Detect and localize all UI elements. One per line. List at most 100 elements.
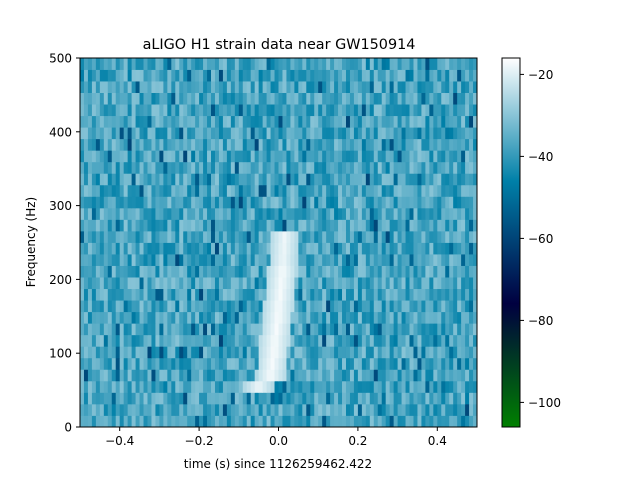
heatmap-cell: [302, 300, 307, 313]
heatmap-cell: [393, 392, 398, 405]
heatmap-cell: [326, 138, 331, 151]
heatmap-cell: [445, 415, 450, 428]
heatmap-cell: [242, 265, 248, 278]
heatmap-cell: [421, 357, 426, 370]
heatmap-cell: [302, 346, 307, 359]
heatmap-cell: [203, 161, 208, 174]
heatmap-cell: [294, 173, 299, 186]
heatmap-cell: [461, 415, 466, 428]
heatmap-cell: [369, 392, 375, 405]
heatmap-cell: [274, 173, 279, 186]
heatmap-cell: [322, 58, 327, 70]
heatmap-cell: [393, 277, 398, 290]
heatmap-cell: [334, 138, 339, 151]
heatmap-cell: [421, 403, 426, 416]
heatmap-cell: [377, 184, 383, 197]
heatmap-cell: [167, 380, 172, 393]
heatmap-cell: [353, 184, 359, 197]
heatmap-cell: [409, 173, 414, 186]
heatmap-cell: [425, 369, 430, 382]
heatmap-cell: [453, 207, 458, 220]
heatmap-cell: [258, 323, 264, 336]
heatmap-cell: [107, 104, 113, 117]
heatmap-cell: [381, 184, 387, 197]
heatmap-cell: [95, 138, 101, 151]
heatmap-cell: [226, 265, 232, 278]
heatmap-cell: [183, 415, 188, 428]
heatmap-cell: [274, 104, 279, 117]
heatmap-cell: [226, 323, 232, 336]
heatmap-cell: [103, 115, 109, 128]
heatmap-cell: [115, 92, 121, 105]
heatmap-cell: [199, 207, 204, 220]
heatmap-cell: [322, 277, 327, 290]
heatmap-cell: [262, 230, 267, 243]
heatmap-cell: [453, 415, 458, 428]
heatmap-cell: [469, 81, 474, 93]
heatmap-cell: [127, 138, 133, 151]
heatmap-cell: [349, 254, 355, 266]
heatmap-cell: [353, 242, 359, 255]
heatmap-cell: [143, 265, 148, 278]
heatmap-cell: [294, 403, 299, 416]
heatmap-cell: [83, 357, 89, 370]
heatmap-cell: [87, 138, 93, 151]
heatmap-cell: [199, 265, 204, 278]
heatmap-cell: [234, 184, 240, 197]
heatmap-cell: [151, 265, 156, 278]
heatmap-cell: [99, 403, 105, 416]
heatmap-cell: [377, 346, 383, 359]
heatmap-cell: [345, 127, 351, 140]
heatmap-cell: [461, 104, 466, 117]
heatmap-cell: [123, 207, 129, 220]
heatmap-cell: [99, 69, 105, 82]
heatmap-cell: [203, 357, 208, 370]
heatmap-cell: [83, 58, 89, 70]
heatmap-cell: [167, 127, 172, 140]
heatmap-cell: [163, 92, 168, 105]
heatmap-cell: [409, 380, 414, 393]
heatmap-cell: [115, 58, 121, 70]
heatmap-cell: [326, 357, 331, 370]
heatmap-cell: [342, 334, 347, 347]
heatmap-cell: [433, 184, 438, 197]
heatmap-cell: [449, 115, 454, 128]
heatmap-cell: [349, 104, 355, 117]
heatmap-cell: [298, 346, 303, 359]
heatmap-cell: [183, 81, 188, 93]
heatmap-cell: [361, 207, 367, 220]
heatmap-cell: [119, 300, 125, 313]
heatmap-cell: [131, 334, 136, 347]
heatmap-cell: [393, 323, 398, 336]
heatmap-cell: [465, 334, 470, 347]
heatmap-cell: [258, 346, 264, 359]
heatmap-cell: [167, 334, 172, 347]
heatmap-cell: [377, 277, 383, 290]
heatmap-cell: [214, 104, 220, 117]
heatmap-cell: [242, 207, 248, 220]
heatmap-cell: [330, 357, 335, 370]
heatmap-cell: [385, 219, 391, 232]
heatmap-cell: [449, 184, 454, 197]
heatmap-cell: [345, 415, 351, 428]
heatmap-cell: [361, 392, 367, 405]
heatmap-cell: [159, 58, 164, 70]
heatmap-cell: [107, 92, 113, 105]
heatmap-cell: [393, 184, 398, 197]
heatmap-cell: [234, 357, 240, 370]
heatmap-cell: [342, 369, 347, 382]
heatmap-cell: [207, 207, 212, 220]
heatmap-cell: [401, 115, 406, 128]
heatmap-cell: [413, 150, 418, 163]
heatmap-cell: [234, 242, 240, 255]
heatmap-cell: [353, 173, 359, 186]
heatmap-cell: [99, 115, 105, 128]
heatmap-cell: [167, 369, 172, 382]
heatmap-cell: [147, 173, 152, 186]
heatmap-cell: [457, 161, 462, 174]
heatmap-cell: [465, 242, 470, 255]
heatmap-cell: [369, 161, 375, 174]
heatmap-cell: [469, 69, 474, 82]
heatmap-cell: [151, 288, 156, 301]
heatmap-cell: [469, 219, 474, 232]
